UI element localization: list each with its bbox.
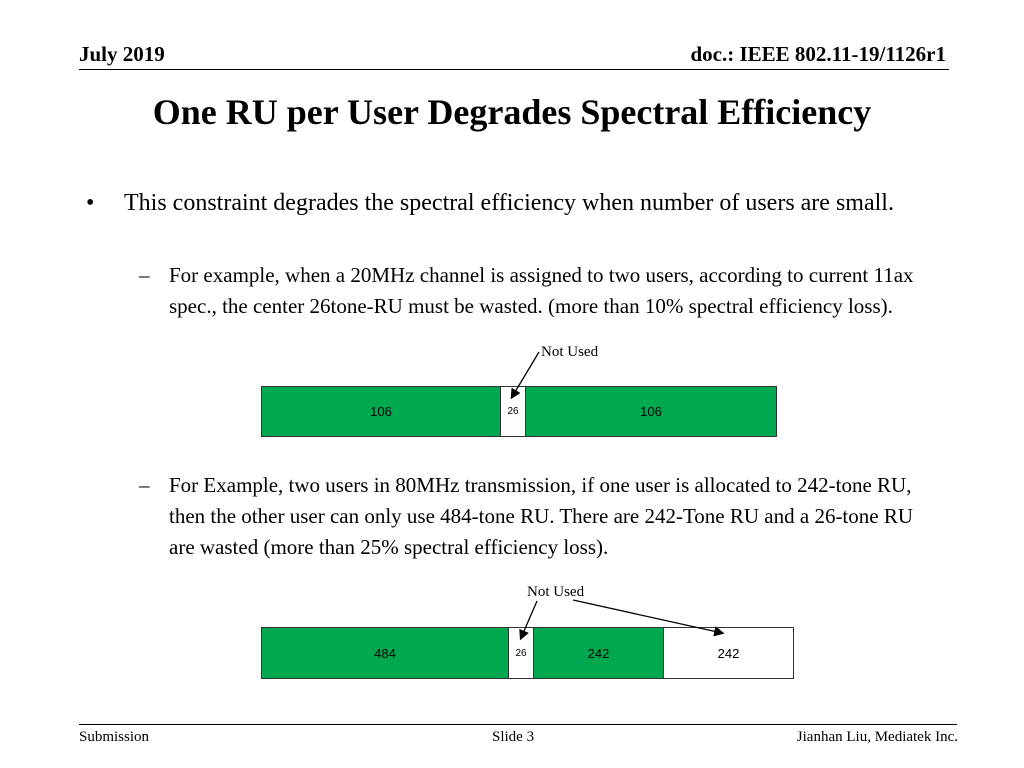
ru-block-242-unused: 242 <box>663 627 794 679</box>
ru-block-106-left: 106 <box>261 386 501 437</box>
footer-divider <box>79 724 957 725</box>
header-doc-id: doc.: IEEE 802.11-19/1126r1 <box>690 42 946 66</box>
not-used-label-1: Not Used <box>541 344 599 360</box>
sub-bullet-marker-2: – <box>139 473 150 497</box>
sub-bullet-marker-1: – <box>139 263 150 287</box>
slide-title: One RU per User Degrades Spectral Effici… <box>152 92 872 132</box>
ru-block-106-right: 106 <box>525 386 777 437</box>
footer-submission: Submission <box>79 729 150 745</box>
ru-block-242-used: 242 <box>533 627 664 679</box>
sub-bullet-1: For example, when a 20MHz channel is ass… <box>169 263 914 318</box>
header-divider <box>79 69 949 70</box>
sub-bullet-2: For Example, two users in 80MHz transmis… <box>169 473 914 559</box>
ru-block-484: 484 <box>261 627 509 679</box>
bullet-main: This constraint degrades the spectral ef… <box>124 190 894 216</box>
footer-slide-number: Slide 3 <box>492 729 535 745</box>
bullet-marker: • <box>86 190 95 216</box>
ru-block-26-center: 26 <box>500 386 526 437</box>
header-date: July 2019 <box>79 42 165 66</box>
ru-block-26: 26 <box>508 627 534 679</box>
footer-author: Jianhan Liu, Mediatek Inc. <box>796 729 958 745</box>
not-used-label-2: Not Used <box>527 584 585 600</box>
